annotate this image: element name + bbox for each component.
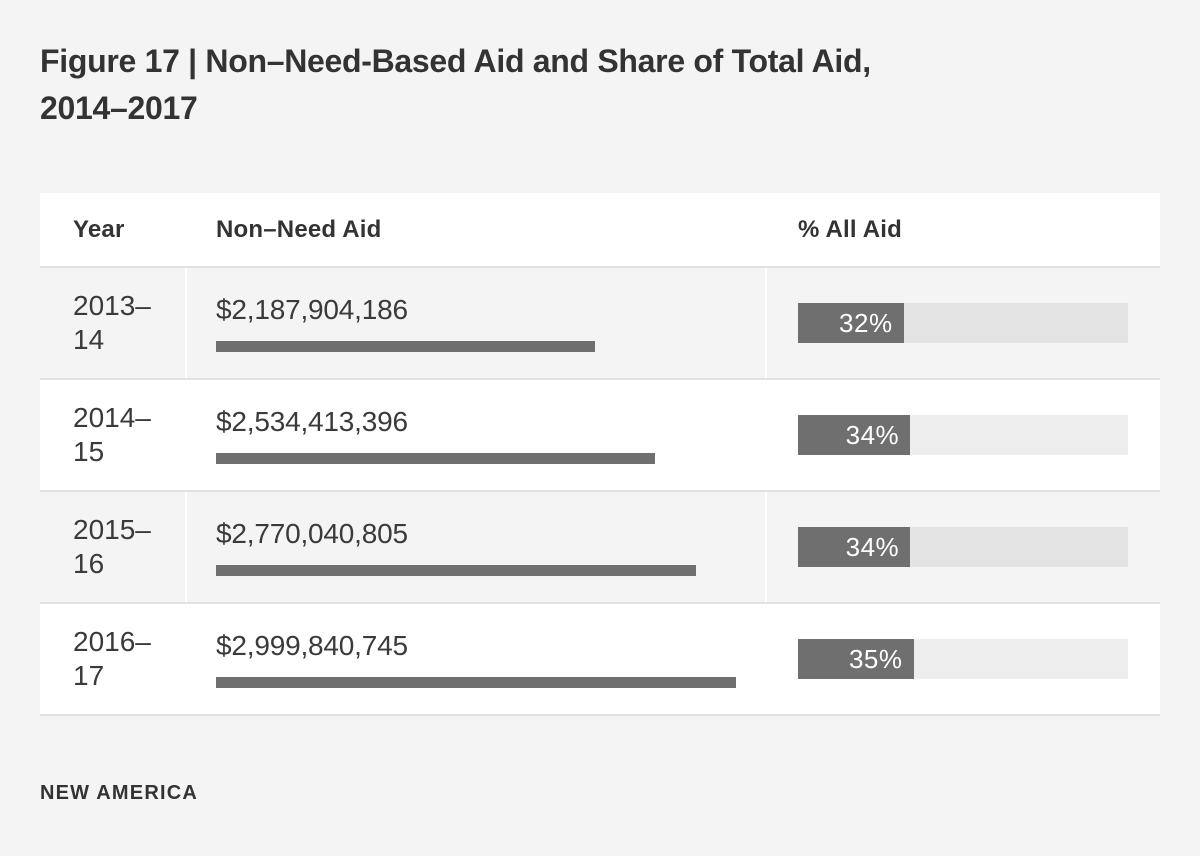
column-header-non-need-aid: Non–Need Aid — [216, 215, 382, 243]
aid-cell: $2,770,040,805 — [187, 492, 765, 602]
pct-label: 34% — [845, 531, 900, 562]
pct-bar-fill: 34% — [798, 527, 911, 567]
figure-title-line1: Figure 17 | Non–Need-Based Aid and Share… — [40, 43, 871, 79]
year-cell: 2015– 16 — [40, 492, 185, 602]
figure-title-line2: 2014–2017 — [40, 90, 198, 126]
new-america-logo-text: NEW AMERICA — [40, 782, 199, 804]
year-line2: 14 — [73, 324, 105, 355]
pct-cell: 34% — [767, 380, 1160, 490]
table-row-2016-17: 2016– 17 $2,999,840,745 35% — [40, 602, 1160, 714]
pct-bar-track: 32% — [798, 303, 1128, 343]
pct-cell: 35% — [767, 604, 1160, 714]
year-cell: 2013– 14 — [40, 268, 185, 378]
aid-table: Year Non–Need Aid % All Aid 2013– 14 $2,1… — [40, 193, 1160, 716]
year-line2: 17 — [73, 660, 105, 691]
pct-bar-fill: 35% — [798, 639, 914, 679]
pct-bar-fill: 34% — [798, 415, 911, 455]
year-line1: 2014– — [73, 402, 151, 433]
year-line2: 16 — [73, 548, 105, 579]
year-line1: 2015– — [73, 514, 151, 545]
table-row-2015-16: 2015– 16 $2,770,040,805 34% — [40, 490, 1160, 602]
aid-cell: $2,999,840,745 — [187, 604, 765, 714]
year-label: 2015– 16 — [73, 513, 151, 581]
aid-cell: $2,534,413,396 — [187, 380, 765, 490]
table-header-row: Year Non–Need Aid % All Aid — [40, 193, 1160, 266]
year-line1: 2016– — [73, 626, 151, 657]
aid-value-bar — [216, 565, 696, 576]
pct-cell: 34% — [767, 492, 1160, 602]
pct-bar-track: 34% — [798, 415, 1128, 455]
year-line2: 15 — [73, 436, 105, 467]
table-row-2013-14: 2013– 14 $2,187,904,186 32% — [40, 266, 1160, 378]
pct-label: 34% — [845, 419, 900, 450]
year-cell: 2014– 15 — [40, 380, 185, 490]
pct-bar-fill: 32% — [798, 303, 904, 343]
year-cell: 2016– 17 — [40, 604, 185, 714]
year-line1: 2013– — [73, 290, 151, 321]
pct-bar-track: 34% — [798, 527, 1128, 567]
column-header-pct-all-aid: % All Aid — [798, 215, 903, 243]
aid-amount: $2,534,413,396 — [216, 406, 408, 437]
aid-amount: $2,999,840,745 — [216, 630, 408, 661]
figure-title: Figure 17 | Non–Need-Based Aid and Share… — [40, 38, 1160, 132]
year-label: 2014– 15 — [73, 401, 151, 469]
aid-amount: $2,187,904,186 — [216, 294, 408, 325]
aid-amount: $2,770,040,805 — [216, 518, 408, 549]
aid-value-bar — [216, 677, 736, 688]
year-label: 2013– 14 — [73, 289, 151, 357]
column-header-year: Year — [73, 215, 125, 243]
aid-value-bar — [216, 453, 655, 464]
aid-value-bar — [216, 341, 595, 352]
year-label: 2016– 17 — [73, 625, 151, 693]
pct-cell: 32% — [767, 268, 1160, 378]
pct-bar-track: 35% — [798, 639, 1128, 679]
pct-label: 35% — [848, 643, 903, 674]
aid-cell: $2,187,904,186 — [187, 268, 765, 378]
pct-label: 32% — [839, 307, 893, 338]
table-row-2014-15: 2014– 15 $2,534,413,396 34% — [40, 378, 1160, 490]
